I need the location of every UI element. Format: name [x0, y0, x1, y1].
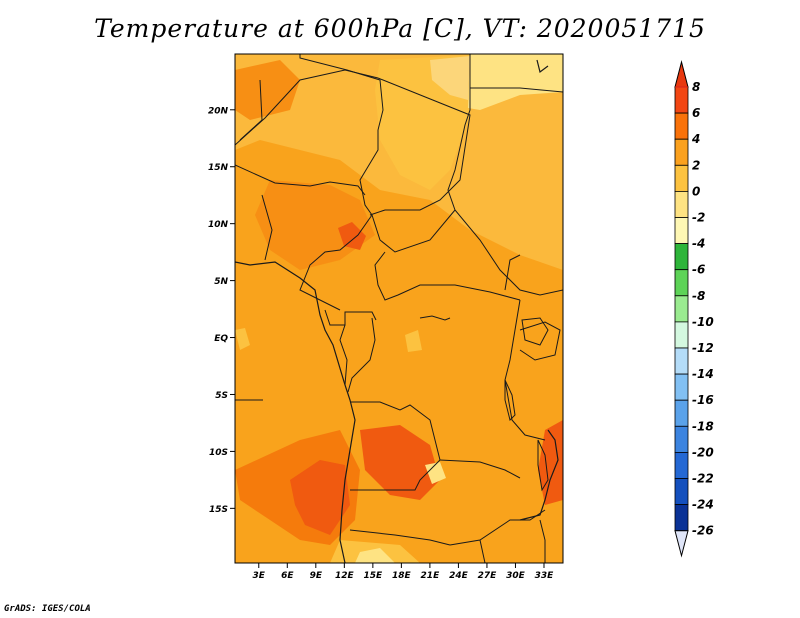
legend-band [674, 243, 689, 271]
lat-tick-label: 10N [208, 220, 229, 230]
latitude-axis: 20N 15N 10N 5N EQ 5S 10S 15S [208, 106, 235, 515]
legend-band [674, 399, 689, 427]
lon-tick-label: 24E [449, 571, 469, 581]
field-hot-mozambique [538, 420, 563, 505]
field-warm-cameroon [255, 180, 375, 270]
field-hot-spot-north [338, 222, 366, 250]
legend-band [674, 269, 689, 297]
legend-level-label: -8 [692, 289, 705, 303]
lat-tick-label: 20N [208, 106, 229, 116]
lon-tick-label: 12E [335, 571, 355, 581]
lon-tick-label: 6E [281, 571, 294, 581]
legend-level-label: -24 [692, 498, 714, 512]
lat-tick-label: 15N [208, 163, 229, 173]
nile-delta [536, 59, 549, 74]
map-title: Temperature at 600hPa [C], VT: 202005171… [94, 14, 706, 43]
lat-tick-label: EQ [214, 334, 228, 344]
field-pale-south [355, 548, 395, 563]
field-hot-angola [360, 425, 440, 500]
legend-top-arrow [674, 60, 689, 88]
legend-band [674, 86, 689, 114]
legend-band [674, 478, 689, 506]
legend-band [674, 138, 689, 166]
legend-level-label: -4 [692, 237, 705, 251]
legend-band [674, 451, 689, 479]
legend-level-label: -20 [692, 445, 714, 459]
legend-level-label: -2 [692, 211, 705, 225]
legend-level-label: -18 [692, 419, 714, 433]
lake-victoria [521, 317, 549, 346]
legend-band [674, 373, 689, 401]
field-hot-southwest [290, 460, 350, 535]
legend-level-label: -14 [692, 367, 714, 381]
atlantic-coastline [235, 261, 356, 563]
temperature-field [235, 54, 563, 563]
field-pale-north [430, 56, 470, 100]
field-warm-northwest [235, 60, 300, 120]
lon-tick-label: 21E [421, 571, 441, 581]
legend-level-label: -10 [692, 315, 714, 329]
legend-band [674, 112, 689, 140]
lon-tick-label: 15E [364, 571, 384, 581]
mozambique-coastline [519, 429, 559, 521]
legend-level-label: 4 [691, 132, 700, 146]
legend-level-label: -26 [692, 524, 714, 538]
map-frame [234, 53, 564, 564]
legend-band [674, 425, 689, 453]
legend-level-label: 8 [692, 80, 700, 94]
color-legend: 8 6 4 2 0 -2 -4 -6 -8 -10 -12 -14 -16 -18 -20 -22 -24 -26 [674, 60, 714, 558]
legend-band [674, 164, 689, 192]
field-pale-angola [425, 462, 446, 484]
legend-level-label: -6 [692, 263, 705, 277]
legend-band-edge [675, 86, 688, 88]
lon-tick-label: 18E [392, 571, 412, 581]
legend-band [674, 504, 689, 532]
lake-tanganyika [504, 379, 516, 421]
legend-band [674, 190, 689, 218]
longitude-axis: 3E 6E 9E 12E 15E 18E 21E 24E 27E 30E 33E [253, 563, 555, 581]
legend-level-label: 2 [692, 158, 700, 172]
legend-band [674, 295, 689, 323]
lon-tick-label: 9E [310, 571, 323, 581]
lat-tick-label: 15S [209, 505, 228, 515]
lon-tick-label: 3E [253, 571, 266, 581]
lon-tick-label: 33E [535, 571, 555, 581]
river-segment [419, 315, 451, 321]
field-light-west [235, 328, 250, 350]
legend-level-label: 6 [692, 106, 700, 120]
field-light-congo [405, 330, 422, 352]
legend-level-label: -16 [692, 393, 714, 407]
legend-band [674, 321, 689, 349]
legend-band [674, 217, 689, 245]
legend-level-label: -12 [692, 341, 714, 355]
lat-tick-label: 5N [214, 277, 228, 287]
lon-tick-label: 30E [506, 571, 526, 581]
lat-tick-label: 10S [209, 448, 228, 458]
lat-tick-label: 5S [215, 391, 228, 401]
grads-credit: GrADS: IGES/COLA [4, 604, 91, 614]
legend-band [674, 347, 689, 375]
lon-tick-label: 27E [478, 571, 498, 581]
legend-level-label: 0 [692, 184, 700, 198]
lake-malawi [537, 439, 549, 492]
legend-level-label: -22 [692, 472, 714, 486]
legend-bottom-arrow [674, 530, 689, 558]
